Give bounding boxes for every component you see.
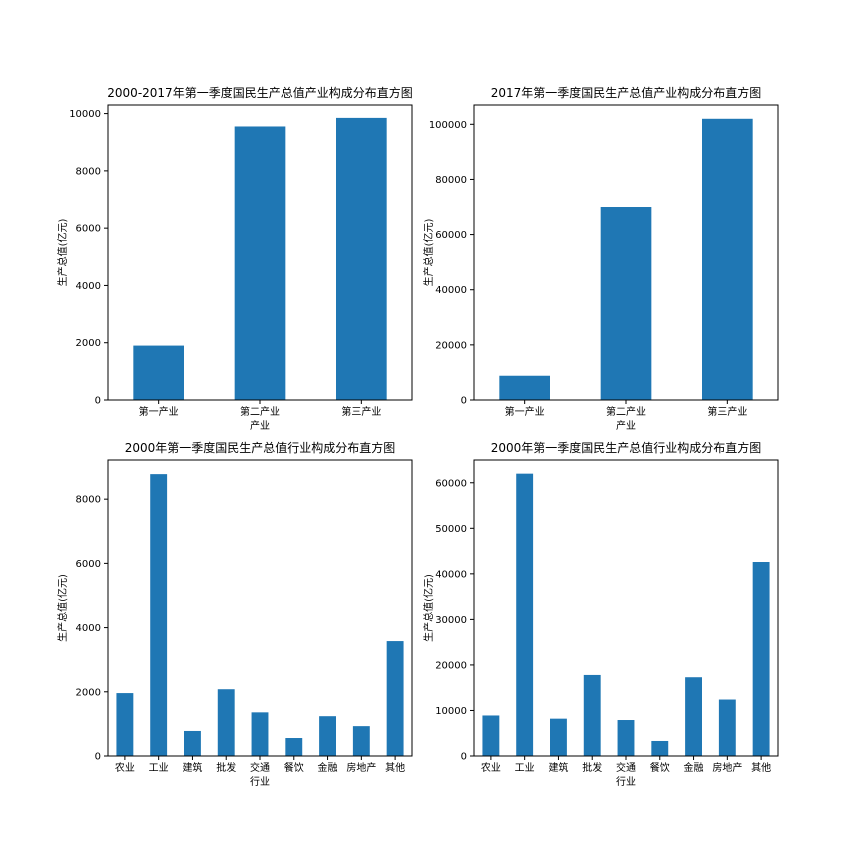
x-tick-label: 第三产业 (707, 405, 747, 418)
bar-3 (184, 730, 201, 756)
x-tick-label: 房地产 (346, 761, 376, 774)
y-tick-label: 10000 (435, 706, 467, 717)
x-tick-label: 餐饮 (650, 761, 670, 774)
bar-5 (617, 720, 635, 756)
bar-6 (651, 740, 669, 756)
y-tick-label: 2000 (76, 687, 101, 698)
y-tick-label: 0 (95, 752, 101, 763)
x-tick-label: 批发 (216, 761, 236, 774)
x-tick-label: 餐饮 (284, 761, 304, 774)
y-tick-label: 8000 (76, 166, 101, 177)
plot-frame (107, 104, 413, 401)
y-tick-label: 60000 (435, 478, 467, 489)
y-axis-label: 生产总值(亿元) (56, 219, 69, 287)
y-tick-label: 2000 (76, 338, 101, 349)
y-tick-label: 4000 (76, 623, 101, 634)
bar-2 (234, 126, 286, 400)
y-tick-label: 0 (461, 752, 467, 763)
y-tick-label: 40000 (435, 285, 467, 296)
bar-1 (133, 345, 184, 400)
chart-title: 2000年第一季度国民生产总值行业构成分布直方图 (491, 440, 762, 455)
y-tick-label: 8000 (76, 495, 101, 506)
y-tick-label: 40000 (435, 569, 467, 580)
x-tick-label: 其他 (385, 761, 405, 774)
bar-4 (583, 674, 601, 756)
x-tick-label: 金融 (318, 761, 338, 774)
y-tick-label: 0 (95, 396, 101, 407)
x-tick-label: 交通 (250, 761, 270, 774)
y-tick-label: 60000 (435, 230, 467, 241)
x-tick-label: 金融 (684, 761, 704, 774)
chart-title: 2000年第一季度国民生产总值行业构成分布直方图 (125, 440, 396, 455)
subplot-3: 2000年第一季度国民生产总值行业构成分布直方图 行业 生产总值(亿元) 农业 工… (56, 440, 413, 788)
x-axis-label: 产业 (250, 419, 270, 432)
subplot-4: 2000年第一季度国民生产总值行业构成分布直方图 行业 生产总值(亿元) 农业 工… (422, 440, 779, 788)
y-tick-label: 30000 (435, 615, 467, 626)
plot-frame (107, 459, 413, 757)
x-axis-label: 行业 (616, 775, 636, 788)
x-axis-label: 产业 (616, 419, 636, 432)
y-tick-label: 10000 (69, 109, 101, 120)
bar-1 (482, 715, 500, 756)
x-tick-label: 第二产业 (606, 405, 646, 418)
plot-frame (473, 104, 779, 401)
y-tick-label: 80000 (435, 175, 467, 186)
y-tick-label: 4000 (76, 281, 101, 292)
chart-title: 2017年第一季度国民生产总值产业构成分布直方图 (491, 85, 762, 100)
x-tick-label: 工业 (149, 762, 169, 774)
bar-6 (285, 738, 303, 756)
bar-3 (702, 118, 753, 400)
bar-5 (251, 712, 269, 756)
x-tick-label: 农业 (481, 761, 501, 774)
bar-2 (516, 473, 534, 756)
y-axis-label: 生产总值(亿元) (422, 574, 435, 642)
x-tick-label: 工业 (515, 762, 535, 774)
plot-frame (473, 459, 779, 757)
x-tick-label: 第一产业 (139, 405, 179, 418)
y-tick-label: 6000 (76, 224, 101, 235)
bar-2 (600, 207, 652, 400)
bar-1 (499, 375, 550, 400)
y-tick-label: 50000 (435, 524, 467, 535)
x-tick-label: 建筑 (548, 761, 568, 774)
y-tick-label: 20000 (435, 660, 467, 671)
subplot-1: 2000-2017年第一季度国民生产总值产业构成分布直方图 产业 生产总值(亿元… (56, 85, 413, 432)
bar-3 (550, 718, 567, 756)
bar-1 (116, 693, 134, 756)
x-tick-label: 农业 (115, 761, 135, 774)
x-axis-label: 行业 (250, 775, 270, 788)
bar-7 (319, 716, 336, 756)
y-tick-label: 6000 (76, 559, 101, 570)
y-tick-label: 0 (461, 396, 467, 407)
x-tick-label: 第二产业 (240, 405, 280, 418)
x-tick-label: 其他 (751, 761, 771, 774)
x-tick-label: 房地产 (712, 761, 742, 774)
x-tick-label: 批发 (582, 761, 602, 774)
bar-7 (685, 677, 702, 756)
bar-2 (150, 474, 168, 756)
x-tick-label: 第三产业 (341, 405, 381, 418)
y-axis-label: 生产总值(亿元) (422, 219, 435, 287)
bar-8 (718, 699, 736, 756)
x-tick-label: 建筑 (182, 761, 202, 774)
bar-9 (752, 562, 770, 756)
bar-4 (217, 689, 235, 756)
bar-3 (336, 117, 387, 400)
y-tick-label: 20000 (435, 340, 467, 351)
chart-title: 2000-2017年第一季度国民生产总值产业构成分布直方图 (107, 85, 412, 100)
y-axis-label: 生产总值(亿元) (56, 574, 69, 642)
bar-9 (386, 641, 404, 756)
subplot-2: 2017年第一季度国民生产总值产业构成分布直方图 产业 生产总值(亿元) 第一产… (422, 85, 779, 432)
y-tick-label: 100000 (429, 120, 467, 131)
x-tick-label: 交通 (616, 761, 636, 774)
bar-8 (352, 726, 370, 756)
x-tick-label: 第一产业 (505, 405, 545, 418)
